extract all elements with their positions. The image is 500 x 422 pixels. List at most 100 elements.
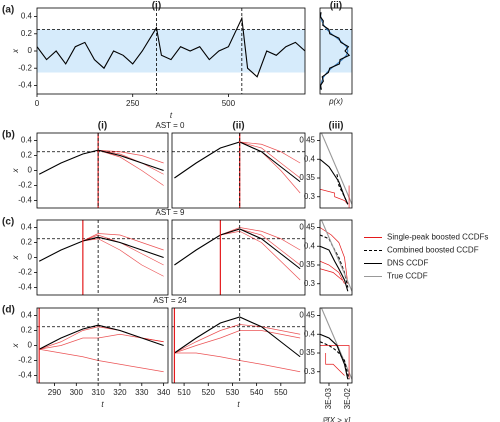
y-tick-label: 0.2 — [21, 326, 33, 335]
series-line — [239, 141, 301, 179]
y-tick-label: 0.2 — [21, 238, 33, 247]
y-tick-label: 0.4 — [304, 154, 316, 163]
y-tick-label: 0 — [28, 341, 33, 350]
series-line — [98, 149, 164, 164]
y-tick-label: 0.3 — [304, 192, 316, 201]
x-tick-label: 530 — [226, 388, 240, 397]
frame — [319, 307, 353, 384]
plot-area — [320, 308, 352, 380]
series-line — [174, 228, 301, 270]
x-tick-label: 540 — [250, 388, 264, 397]
y-tick-label: 0.2 — [21, 29, 33, 38]
x-tick-label: 330 — [135, 388, 149, 397]
series-line — [174, 324, 301, 354]
series-line — [320, 268, 343, 281]
panel-label: (a) — [2, 5, 14, 16]
column-label: (ii) — [330, 1, 342, 12]
plot-area — [37, 308, 168, 383]
y-tick-label: 0.3 — [304, 279, 316, 288]
x-axis-label: t — [170, 111, 173, 120]
series-line — [320, 341, 350, 380]
series-line — [320, 245, 349, 292]
x-axis-label: t — [237, 400, 240, 409]
y-tick-label: 0.4 — [304, 329, 316, 338]
y-axis-label: x — [11, 343, 20, 349]
series-line — [38, 236, 164, 262]
y-tick-label: 0.2 — [21, 151, 33, 160]
y-tick-label: 0.45 — [299, 223, 315, 232]
x-tick-label: 340 — [157, 388, 171, 397]
frame — [36, 132, 169, 209]
y-tick-label: 0.4 — [21, 12, 33, 21]
panel-label: (c) — [2, 217, 14, 228]
legend-label: Single-peak boosted CCDFs — [387, 233, 488, 242]
frame — [171, 219, 306, 296]
x-tick-label: 510 — [177, 388, 191, 397]
y-tick-label: -0.4 — [18, 81, 32, 90]
legend-label: True CCDF — [387, 272, 428, 281]
x-tick-label: 520 — [202, 388, 216, 397]
series-line — [174, 141, 301, 183]
series-line — [220, 227, 301, 251]
plot-area — [172, 133, 305, 208]
series-line — [239, 141, 301, 194]
x-axis-label: ℙ[X > x] — [322, 416, 351, 422]
series-line — [320, 188, 349, 205]
y-tick-label: 0.45 — [299, 136, 315, 145]
y-tick-label: 0.4 — [304, 241, 316, 250]
series-line — [320, 12, 349, 90]
plot-area — [320, 12, 352, 90]
legend-label: DNS CCDF — [387, 259, 428, 268]
series-line — [39, 348, 164, 373]
y-tick-label: -0.4 — [18, 283, 32, 292]
column-label: (ii) — [232, 121, 244, 132]
series-line — [82, 238, 164, 277]
column-label: (iii) — [329, 121, 344, 132]
x-axis-label: p(x) — [328, 97, 343, 106]
panel-label: (b) — [2, 130, 15, 141]
y-axis-label: x — [11, 48, 20, 54]
y-tick-label: -0.4 — [18, 371, 32, 380]
plot-area — [320, 220, 352, 292]
x-tick-label: 0 — [35, 99, 40, 108]
series-line — [320, 220, 352, 292]
y-tick-label: 0.45 — [299, 311, 315, 320]
frame — [36, 307, 169, 384]
x-tick-label: 3E-02 — [343, 387, 352, 409]
plot-area — [37, 220, 168, 295]
series-line — [98, 149, 164, 186]
x-tick-label: 550 — [274, 388, 288, 397]
series-line — [39, 333, 164, 350]
x-tick-label: 290 — [48, 388, 62, 397]
series-line — [325, 353, 345, 376]
series-line — [82, 233, 164, 251]
y-tick-label: 0.4 — [21, 136, 33, 145]
column-label: (i) — [98, 121, 107, 132]
panel-label: (d) — [2, 305, 15, 316]
plot-area — [172, 308, 305, 383]
x-tick-label: 310 — [91, 388, 105, 397]
band — [37, 29, 305, 73]
series-line — [320, 260, 345, 284]
y-tick-label: -0.2 — [18, 181, 32, 190]
plot-area — [37, 8, 305, 94]
x-tick-label: 3E-03 — [324, 387, 333, 409]
y-axis-label: x — [11, 168, 20, 174]
series-line — [320, 12, 351, 90]
band — [320, 29, 352, 73]
series-line — [174, 352, 301, 373]
y-tick-label: 0.4 — [21, 223, 33, 232]
y-tick-label: 0 — [28, 166, 33, 175]
series-line — [320, 345, 350, 380]
series-line — [320, 158, 349, 205]
y-tick-label: 0.3 — [304, 367, 316, 376]
x-tick-label: 250 — [126, 99, 140, 108]
series-line — [320, 308, 352, 380]
row-title: AST = 9 — [156, 208, 186, 217]
series-line — [320, 333, 349, 380]
y-tick-label: 0.35 — [299, 173, 315, 182]
series-line — [239, 141, 301, 164]
y-tick-label: 0 — [28, 46, 33, 55]
legend-label: Combined boosted CCDF — [387, 246, 479, 255]
